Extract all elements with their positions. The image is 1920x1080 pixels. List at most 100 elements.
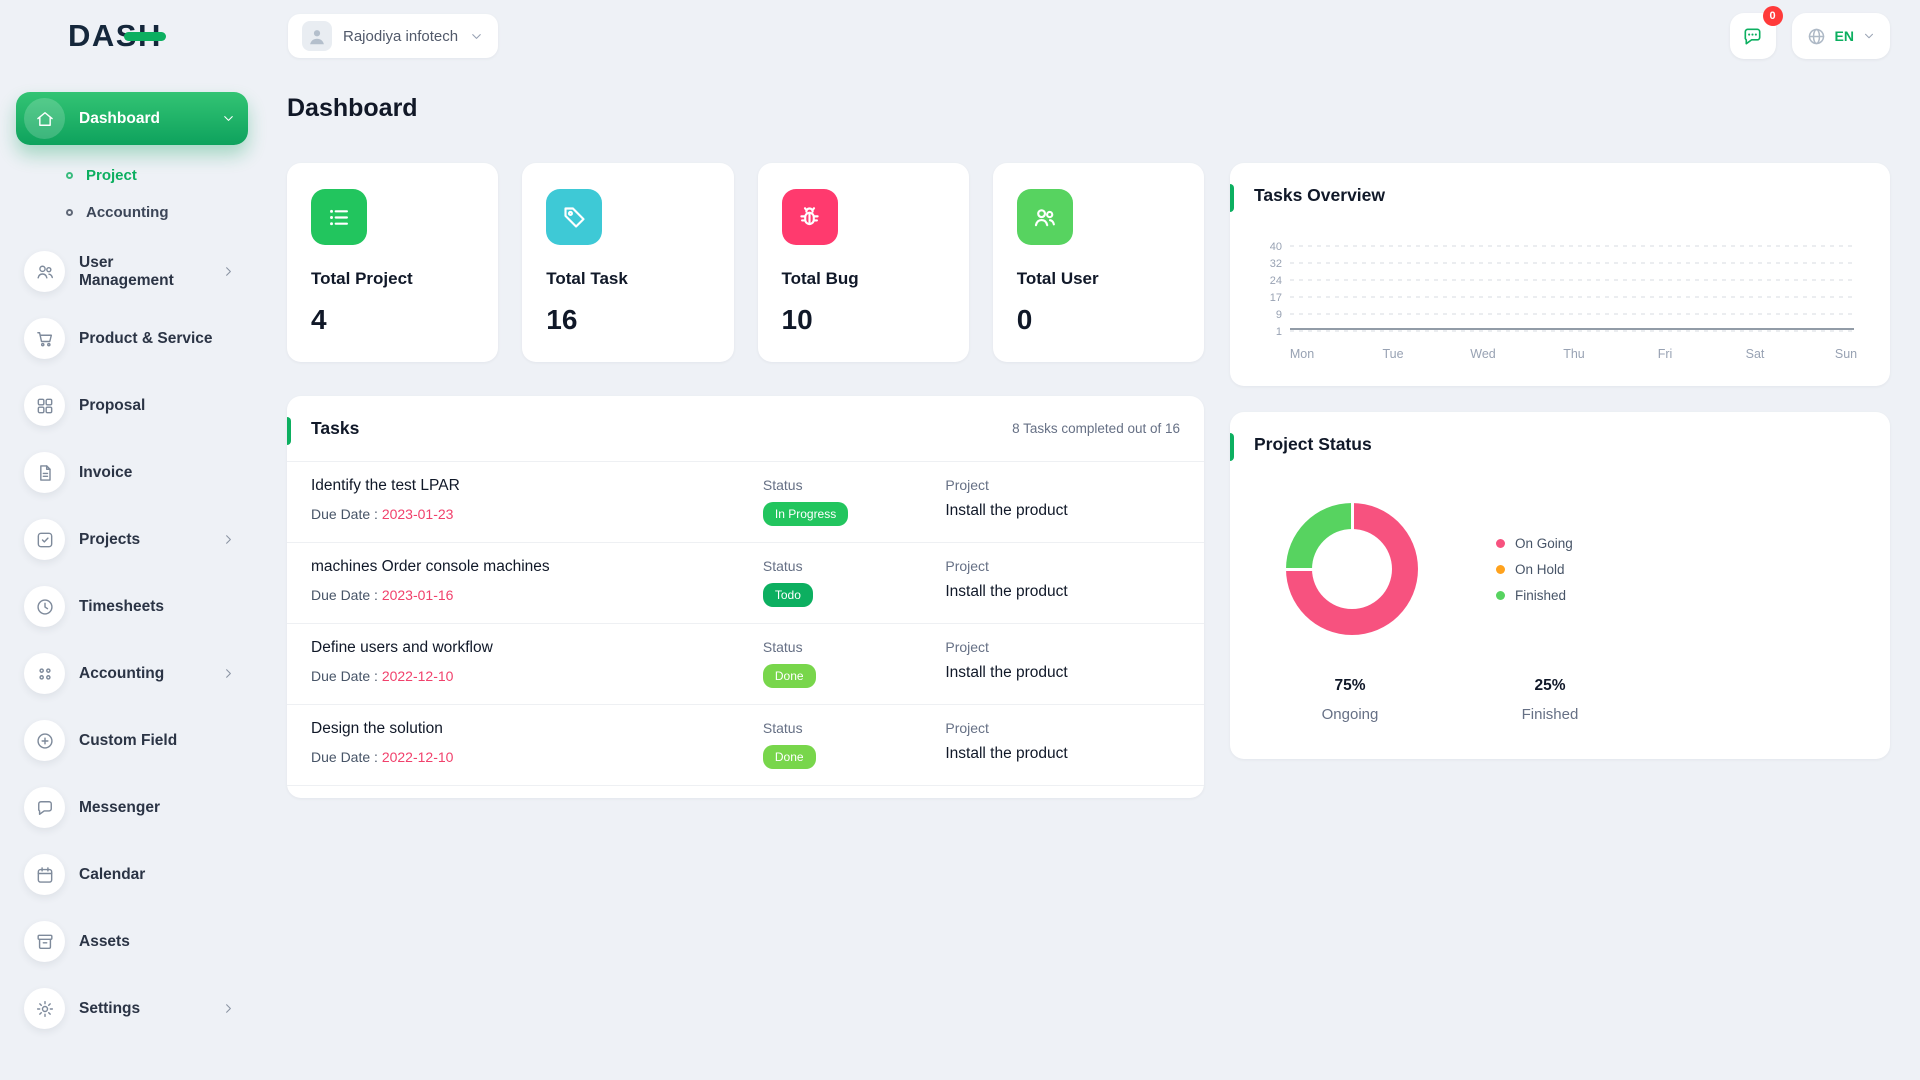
sidebar-item-product-service[interactable]: Product & Service (16, 312, 248, 365)
project-status-donut (1286, 503, 1418, 635)
language-selector[interactable]: EN (1791, 13, 1890, 59)
brand-logo-dash (124, 32, 166, 41)
status-label: Status (762, 477, 803, 493)
status-badge: Done (762, 745, 816, 769)
project-label: Project (945, 558, 989, 574)
messages-button[interactable]: 0 (1729, 6, 1783, 59)
users-icon (1016, 189, 1073, 245)
accent-bar (1230, 433, 1234, 461)
sidebar-item-messenger[interactable]: Messenger (16, 781, 248, 834)
legend-dot (1496, 590, 1505, 600)
finished-stat: 25% Finished (1450, 677, 1650, 723)
sidebar-item-label: Invoice (79, 463, 133, 481)
sidebar-item-calendar[interactable]: Calendar (16, 848, 248, 901)
task-row[interactable]: Identify the test LPAR Due Date : 2023-0… (287, 462, 1204, 543)
sidebar-item-label: Timesheets (79, 597, 165, 615)
sidebar-item-label: Dashboard (79, 109, 160, 127)
legend-label: On Hold (1515, 561, 1565, 577)
home-icon (24, 98, 65, 139)
task-row[interactable]: machines Order console machines Due Date… (287, 543, 1204, 624)
sidebar: Dashboard Project Accounting User Manage… (16, 92, 248, 1049)
status-badge: Todo (762, 583, 813, 607)
stat-value: 0 (1016, 304, 1033, 335)
calendar-icon (24, 854, 65, 895)
task-due-date: Due Date : 2023-01-23 (311, 506, 454, 522)
sidebar-item-accounting[interactable]: Accounting (16, 647, 248, 700)
brand-logo[interactable]: DASH (68, 18, 288, 54)
legend-label: On Going (1515, 535, 1573, 551)
sidebar-item-invoice[interactable]: Invoice (16, 446, 248, 499)
finished-pct: 25% (1534, 677, 1566, 694)
list-check-icon (311, 189, 367, 245)
stat-value: 10 (781, 304, 813, 335)
project-status-title: Project Status (1254, 434, 1372, 454)
sidebar-item-label: User Management (79, 253, 174, 289)
sidebar-item-timesheets[interactable]: Timesheets (16, 580, 248, 633)
svg-text:17: 17 (1270, 292, 1282, 304)
project-status-summary: 75% Ongoing 25% Finished (1230, 635, 1890, 759)
sidebar-item-label: Settings (79, 999, 141, 1017)
tag-icon (546, 189, 603, 245)
svg-text:24: 24 (1270, 275, 1282, 287)
legend-label: Finished (1515, 587, 1567, 603)
legend-dot (1496, 564, 1505, 574)
task-name: Design the solution (311, 720, 443, 737)
svg-text:Tue: Tue (1382, 347, 1403, 361)
legend-dot (1496, 538, 1505, 548)
status-label: Status (762, 639, 803, 655)
svg-text:40: 40 (1270, 241, 1282, 253)
tasks-overview-title: Tasks Overview (1254, 185, 1386, 205)
project-label: Project (945, 720, 989, 736)
sidebar-item-custom-field[interactable]: Custom Field (16, 714, 248, 767)
sidebar-subitem-label: Project (86, 167, 137, 184)
task-row[interactable]: Design the solution Due Date : 2022-12-1… (287, 705, 1204, 786)
check-square-icon (24, 519, 65, 560)
status-label: Status (762, 558, 803, 574)
task-name: Define users and workflow (311, 639, 493, 656)
stat-label: Total Bug (781, 269, 859, 288)
svg-text:Fri: Fri (1658, 347, 1673, 361)
sidebar-item-projects[interactable]: Projects (16, 513, 248, 566)
stat-cards: Total Project 4 Total Task 16 Total Bug … (287, 163, 1204, 362)
bug-icon (781, 189, 838, 245)
task-row[interactable]: Define users and workflow Due Date : 202… (287, 624, 1204, 705)
sidebar-item-settings[interactable]: Settings (16, 982, 248, 1035)
sidebar-item-proposal[interactable]: Proposal (16, 379, 248, 432)
stat-value: 16 (546, 304, 578, 335)
sidebar-item-dashboard[interactable]: Dashboard (16, 92, 248, 145)
clock-icon (24, 586, 65, 627)
sidebar-item-user-management[interactable]: User Management (16, 245, 248, 298)
sidebar-item-label: Assets (79, 932, 130, 950)
dots-grid-icon (24, 653, 65, 694)
topbar-actions: 0 EN (1729, 6, 1890, 59)
tasks-panel: Tasks 8 Tasks completed out of 16 Identi… (287, 396, 1204, 798)
svg-text:Mon: Mon (1290, 347, 1314, 361)
stat-card-total-project: Total Project 4 (287, 163, 499, 362)
users-icon (24, 251, 65, 292)
task-name: machines Order console machines (311, 558, 550, 575)
accent-bar (1230, 184, 1234, 212)
sidebar-item-label: Projects (79, 530, 141, 548)
grid-icon (24, 385, 65, 426)
task-project: Install the product (945, 664, 1068, 681)
sidebar-subitem-project[interactable]: Project (56, 157, 248, 194)
svg-text:Thu: Thu (1563, 347, 1585, 361)
stat-card-total-user: Total User 0 (992, 163, 1204, 362)
sidebar-item-label: Messenger (79, 798, 160, 816)
project-status-card: Project Status On Going On (1230, 412, 1890, 759)
svg-text:9: 9 (1276, 309, 1282, 321)
chat-bubble-icon (24, 787, 65, 828)
tasks-overview-card: Tasks Overview 40 32 24 17 9 (1230, 163, 1890, 386)
legend-item: Finished (1496, 588, 1573, 603)
chevron-down-icon (221, 111, 236, 126)
task-due-date: Due Date : 2022-12-10 (311, 668, 454, 684)
messages-badge: 0 (1762, 6, 1783, 26)
chat-icon (1744, 27, 1761, 45)
sidebar-item-assets[interactable]: Assets (16, 915, 248, 968)
task-project: Install the product (945, 745, 1068, 762)
bullet-icon (66, 209, 73, 216)
sidebar-subitem-accounting[interactable]: Accounting (56, 194, 248, 231)
task-project: Install the product (945, 502, 1068, 519)
workspace-selector[interactable]: Rajodiya infotech (288, 14, 499, 58)
sidebar-dashboard-submenu: Project Accounting (56, 157, 248, 231)
